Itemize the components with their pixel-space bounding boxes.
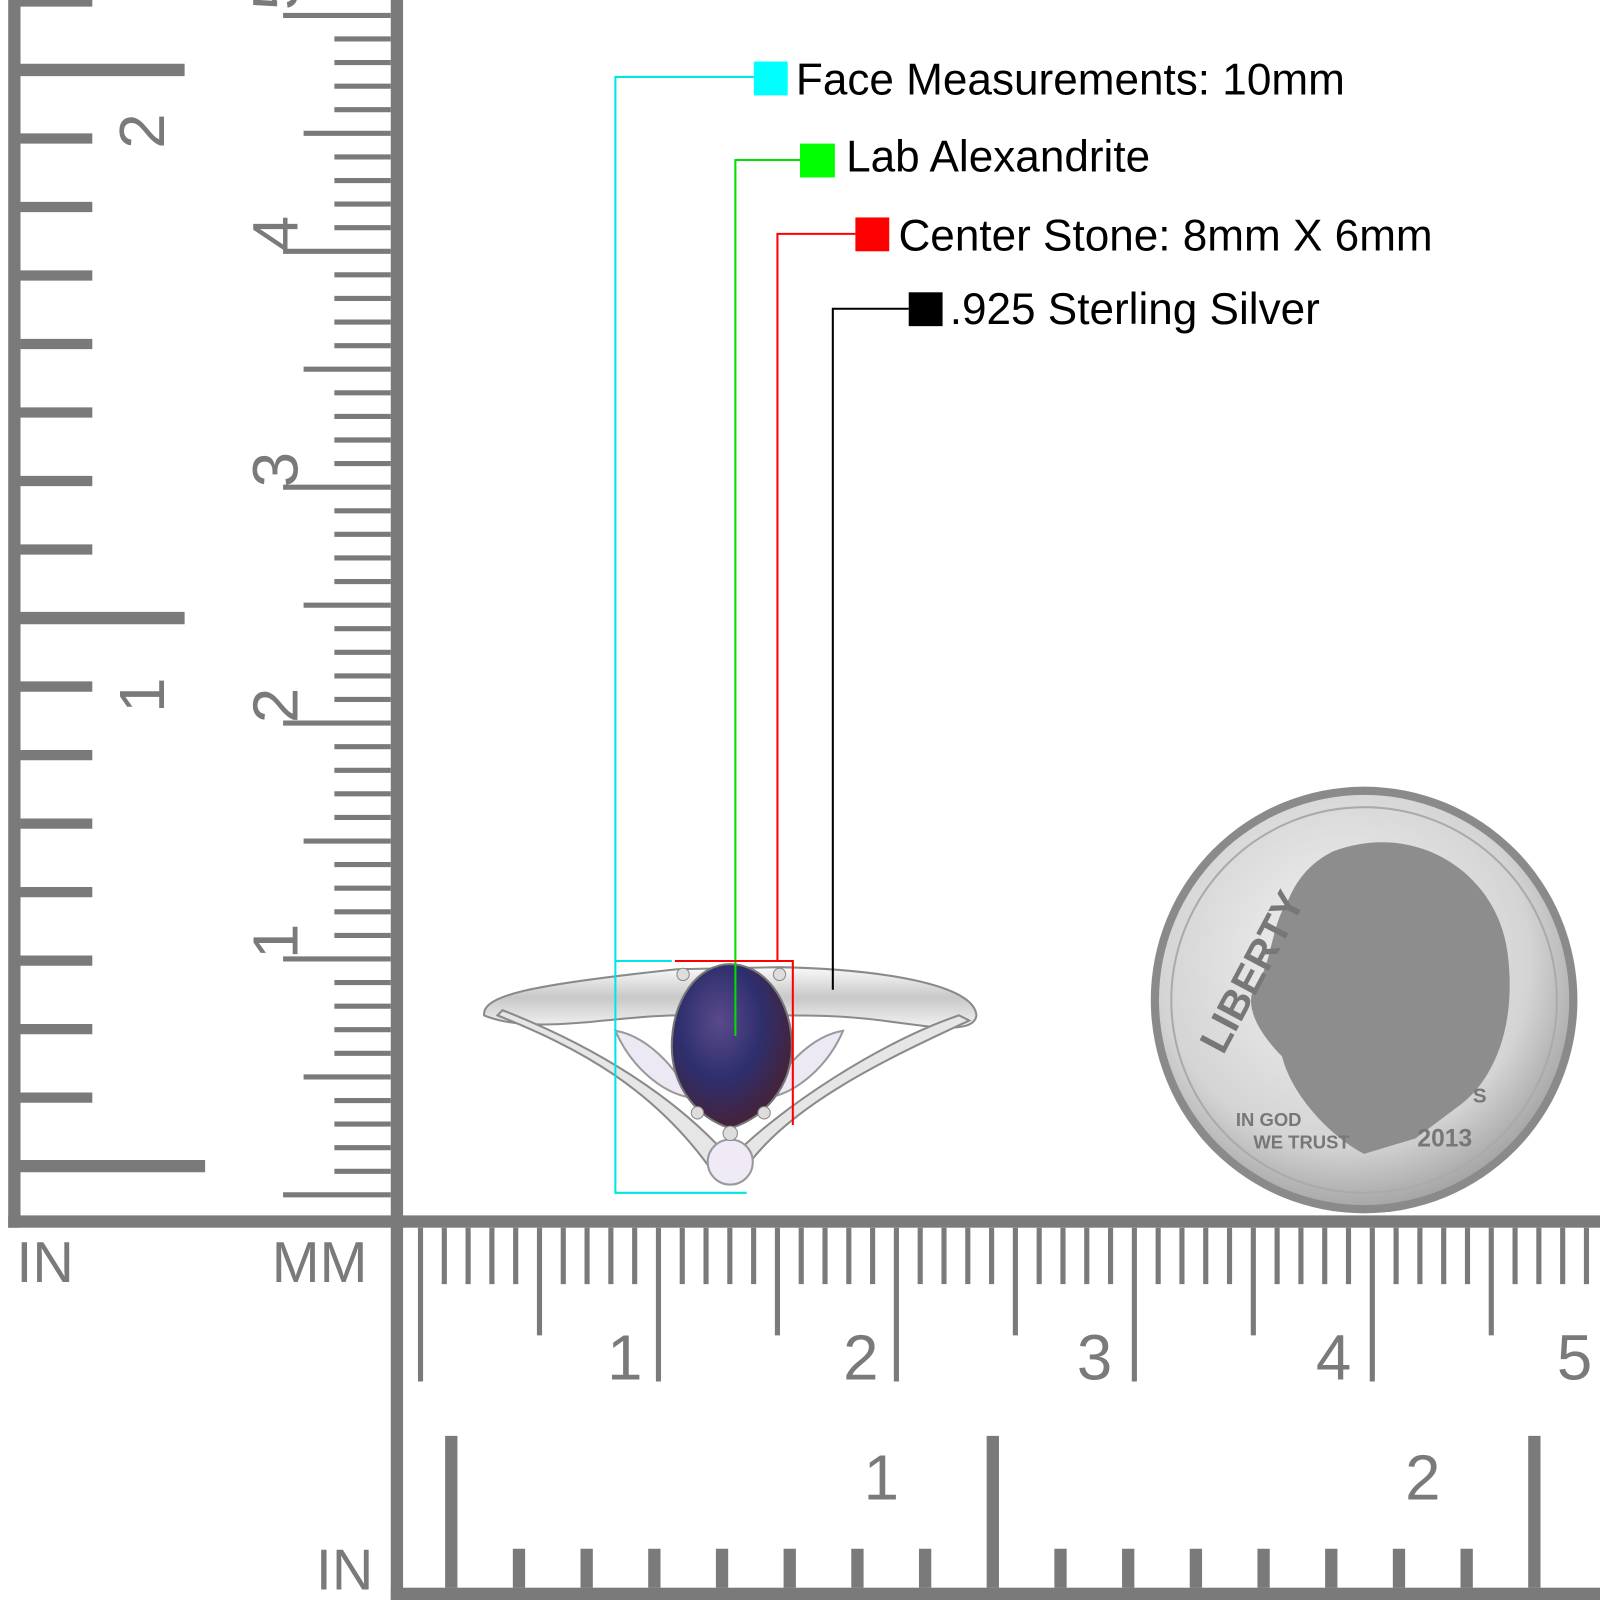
legend-item-stone-type: Lab Alexandrite xyxy=(800,132,1150,181)
coin-mint-mark: S xyxy=(1473,1085,1487,1108)
black-swatch-icon xyxy=(908,292,943,327)
legend-item-metal: .925 Sterling Silver xyxy=(908,285,1320,334)
legend-label: Face Measurements: 10mm xyxy=(796,55,1345,104)
callout-lines xyxy=(614,75,909,1194)
horizontal-ruler: 1 2 3 4 5 1 2 xyxy=(390,1215,1600,1600)
ruler-cm-label-3: 3 xyxy=(240,452,311,487)
green-swatch-icon xyxy=(800,143,835,178)
legend-label: Lab Alexandrite xyxy=(846,132,1150,181)
ruler-cm-label-1: 1 xyxy=(607,1322,642,1393)
coin-motto-1: IN GOD xyxy=(1236,1109,1302,1130)
legend-label: Center Stone: 8mm X 6mm xyxy=(898,211,1432,260)
mm-unit-label: MM xyxy=(272,1231,368,1295)
ruler-cm-label-2: 2 xyxy=(843,1322,878,1393)
legend-label: .925 Sterling Silver xyxy=(950,285,1320,334)
ruler-cm-label-4: 4 xyxy=(1316,1322,1351,1393)
legend-item-face-measurements: Face Measurements: 10mm xyxy=(753,55,1345,104)
dime-coin: LIBERTY IN GOD WE TRUST 2013 S xyxy=(1150,786,1578,1214)
ruler-inch-label-1: 1 xyxy=(864,1442,899,1513)
ruler-cm-label-3: 3 xyxy=(1077,1322,1112,1393)
ruler-cm-label-2: 2 xyxy=(240,688,311,723)
ruler-cm-label-1: 1 xyxy=(240,924,311,959)
ruler-inch-label-2: 2 xyxy=(107,113,178,148)
inch-unit-label-bottom: IN xyxy=(316,1539,373,1600)
coin-year: 2013 xyxy=(1417,1126,1472,1153)
center-stone xyxy=(670,963,793,1130)
ruler-cm-label-5: 5 xyxy=(1557,1322,1592,1393)
ruler-cm-label-4: 4 xyxy=(240,216,311,251)
coin-motto-2: WE TRUST xyxy=(1253,1132,1350,1153)
red-swatch-icon xyxy=(855,217,890,252)
accent-stone xyxy=(706,1138,754,1186)
ruler-cm-label-5: 5 xyxy=(240,0,311,10)
ruler-inch-label-2: 2 xyxy=(1405,1442,1440,1513)
legend-item-center-stone: Center Stone: 8mm X 6mm xyxy=(855,211,1433,260)
legend: Face Measurements: 10mm Lab Alexandrite … xyxy=(753,55,1433,334)
inch-unit-label: IN xyxy=(16,1231,73,1295)
portrait xyxy=(1251,842,1510,1154)
ruler-inch-label-1: 1 xyxy=(107,677,178,712)
cyan-swatch-icon xyxy=(753,61,788,96)
ring xyxy=(483,963,978,1186)
vertical-ruler: 2 1 1 2 3 4 5 xyxy=(8,0,404,1228)
